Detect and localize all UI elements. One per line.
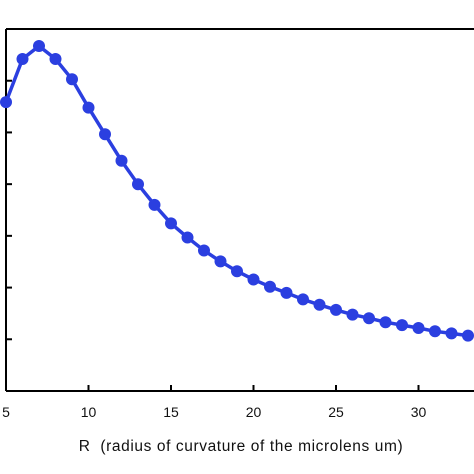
data-point [181, 231, 194, 244]
data-point [264, 280, 276, 293]
data-point [363, 312, 375, 325]
series-line [4, 44, 469, 338]
data-point [165, 217, 177, 230]
data-point [445, 327, 458, 340]
series-layer [0, 40, 474, 342]
data-point [33, 40, 45, 52]
data-point [297, 293, 309, 306]
data-point [214, 255, 227, 268]
data-point [313, 298, 326, 311]
data-point [16, 53, 29, 65]
data-point [280, 286, 293, 299]
data-point [0, 96, 12, 109]
data-point [346, 308, 359, 321]
data-point [99, 128, 111, 141]
data-point [82, 101, 95, 114]
data-point [148, 198, 161, 211]
data-point [247, 273, 260, 286]
data-point [396, 319, 408, 332]
data-point [462, 329, 474, 342]
data-point [198, 244, 210, 257]
data-point [231, 265, 243, 278]
x-tick-label: 10 [81, 404, 97, 420]
data-point [429, 325, 441, 338]
plot-frame [5, 28, 474, 392]
x-tick-label: 30 [411, 404, 427, 420]
x-tick-label: 20 [246, 404, 262, 420]
data-point [379, 316, 392, 329]
data-point [66, 73, 78, 86]
data-point [412, 322, 425, 334]
x-tick-label: 15 [163, 404, 179, 420]
x-ticks: 5 10 15 20 25 30 [2, 385, 426, 420]
data-point [115, 154, 128, 167]
data-point [330, 303, 342, 316]
y-ticks [6, 28, 12, 392]
x-tick-label: 5 [2, 404, 10, 420]
data-point [49, 53, 62, 65]
x-tick-label: 25 [328, 404, 344, 420]
x-axis-title: R (radius of curvature of the microlens … [79, 438, 403, 455]
data-point [132, 178, 144, 191]
